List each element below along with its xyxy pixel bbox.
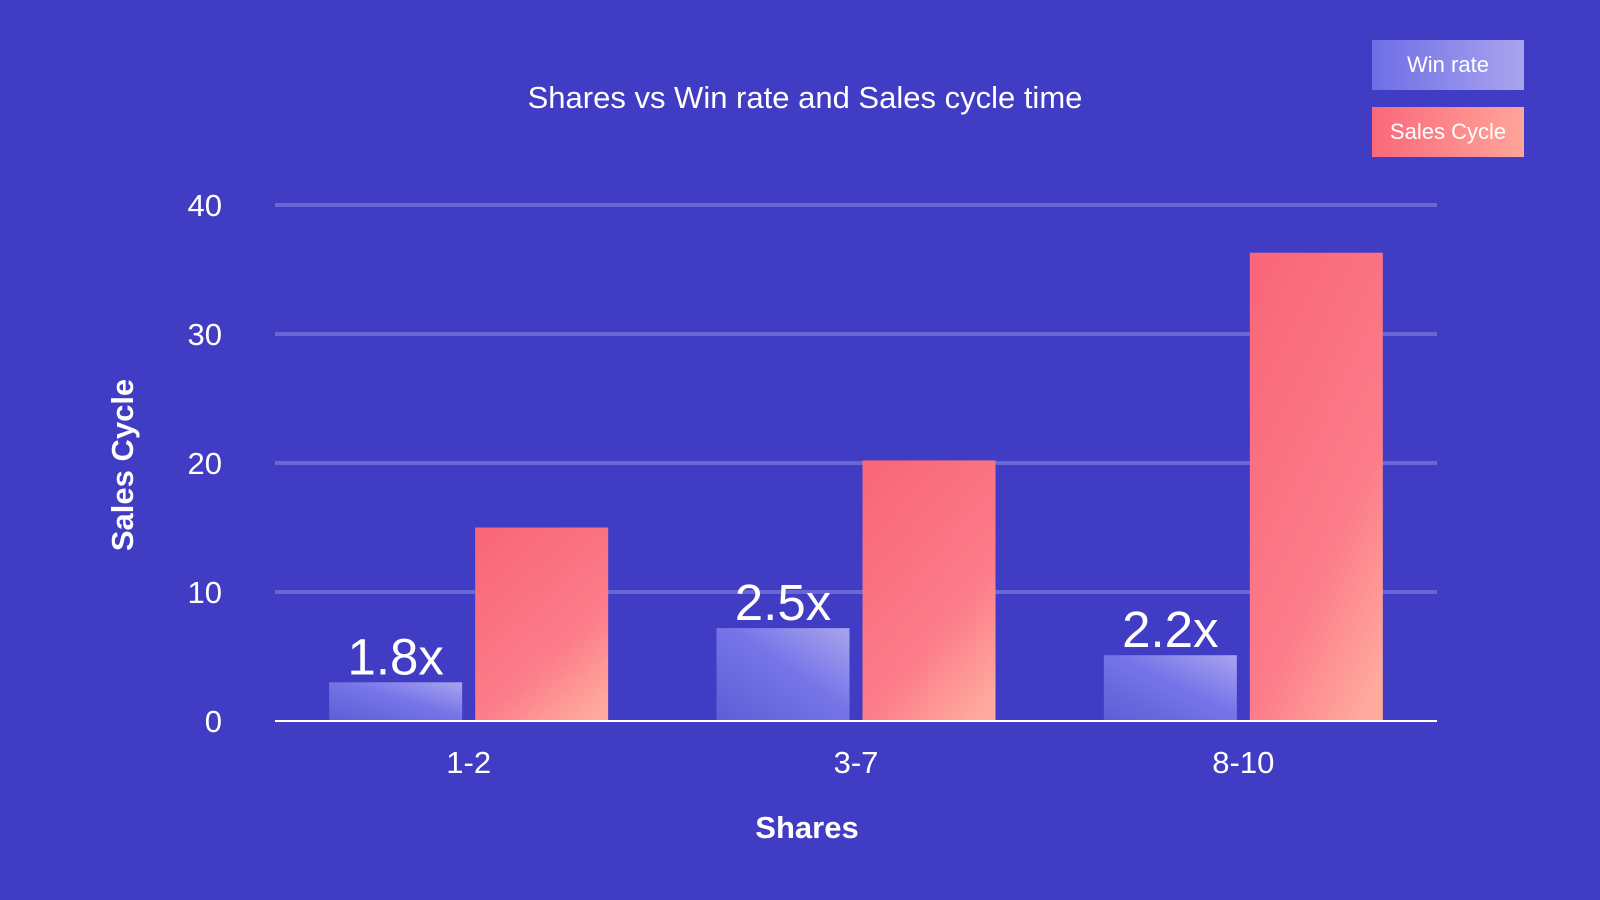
y-axis-ticks: 0 10 20 30 40 [188,188,222,739]
legend-label-sales-cycle: Sales Cycle [1389,119,1507,144]
data-label: 2.2x [1122,601,1218,658]
y-tick-label: 40 [188,188,222,223]
y-axis-label: Sales Cycle [105,379,140,551]
gridlines [275,203,1437,594]
data-label: 1.8x [347,628,443,685]
x-tick-label: 8-10 [1212,745,1274,780]
chart-title: Shares vs Win rate and Sales cycle time [528,80,1083,115]
y-tick-label: 10 [188,575,222,610]
legend-item-win-rate: Win rate [1372,40,1524,90]
legend-label-win-rate: Win rate [1407,52,1489,77]
bar-win-rate [716,628,850,721]
x-tick-label: 3-7 [834,745,879,780]
x-tick-label: 1-2 [446,745,491,780]
bar-sales-cycle [475,527,609,721]
x-axis-ticks: 1-2 3-7 8-10 [446,745,1274,780]
bar-sales-cycle [862,460,996,721]
bar-win-rate [329,682,463,721]
y-tick-label: 0 [205,704,222,739]
bar-labels: 1.8x 2.5x 2.2x [347,574,1218,685]
bars [329,252,1383,722]
bar-sales-cycle [1249,252,1383,722]
bar-win-rate [1103,655,1237,721]
data-label: 2.5x [735,574,831,631]
legend-item-sales-cycle: Sales Cycle [1372,107,1524,157]
y-tick-label: 20 [188,446,222,481]
y-tick-label: 30 [188,317,222,352]
x-axis-label: Shares [755,810,858,845]
